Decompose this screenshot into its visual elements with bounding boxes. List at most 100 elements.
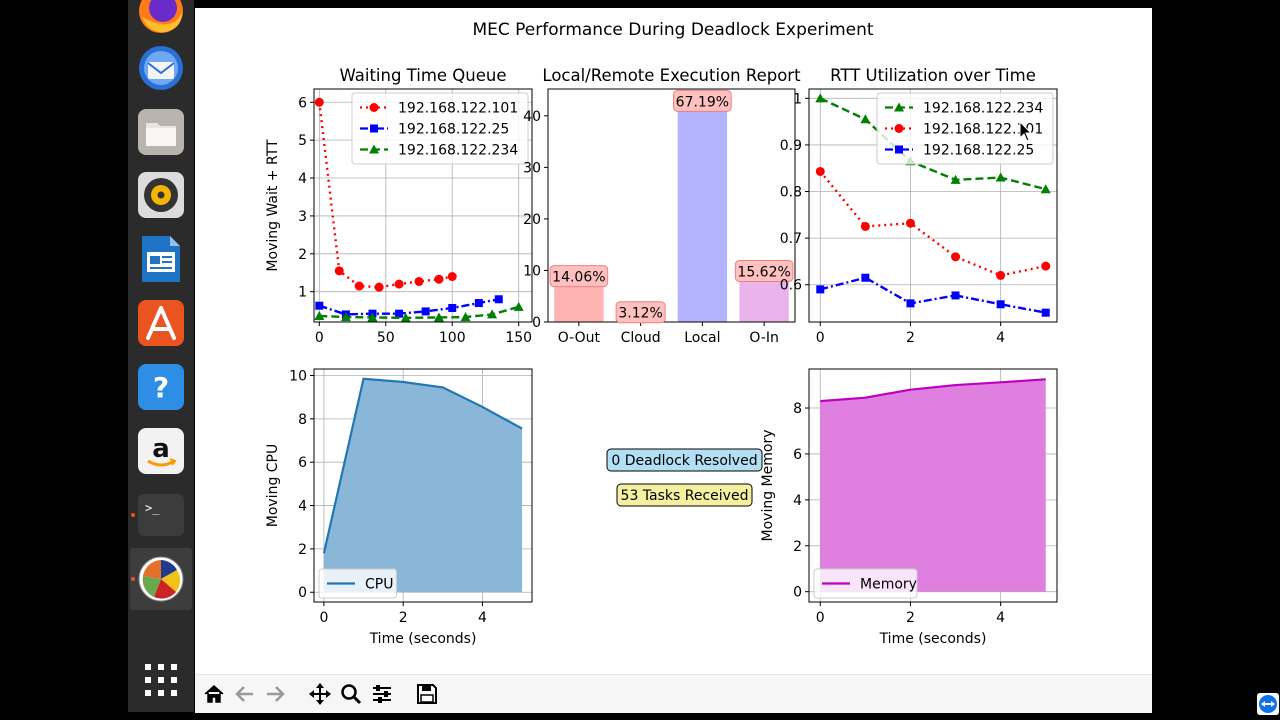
chart-1: 0 10 20 30 40 O-Out Cloud Local O-In Local/Remote… [523,66,801,346]
data-point [995,172,1006,182]
legend-marker [369,144,379,154]
axes-title: RTT Utilization over Time [830,66,1036,85]
svg-text:?: ? [153,371,169,404]
x-tick-label: 4 [996,330,1005,346]
y-tick-label: 6 [298,95,307,111]
x-tick-label: 150 [505,330,532,346]
legend-label: Memory [860,577,917,593]
save-icon[interactable] [415,682,439,706]
y-axis-label: Moving CPU [265,444,281,528]
data-point [433,312,444,322]
axes-title: Waiting Time Queue [339,66,506,85]
y-tick-label: 6 [298,455,307,471]
bar-label-box [615,301,666,324]
y-tick-label: 2 [793,539,802,555]
data-point [950,174,961,184]
terminal-running-indicator [131,513,135,517]
pan-icon[interactable] [308,682,332,706]
thunderbird-icon[interactable] [136,43,186,93]
axes-title: Local/Remote Execution Report [542,66,801,85]
x-tick-label: 4 [996,610,1005,626]
x-tick-label: 100 [439,330,466,346]
legend: 192.168.122.234 192.168.122.101 192.168.12… [876,92,1054,165]
zoom-icon[interactable] [339,682,363,706]
data-point [367,312,378,322]
y-tick-label: 2 [298,542,307,558]
legend-marker [369,103,379,112]
deadlock-badge: 0 Deadlock Resolved [606,448,763,472]
libreoffice-impress-icon[interactable] [136,234,186,284]
y-tick-label: 8 [793,401,802,417]
y-tick-label: 3 [298,209,307,225]
legend-frame [813,568,918,599]
figure-window: MEC Performance During Deadlock Experime… [195,8,1152,713]
x-tick-label: 0 [816,610,825,626]
bar-label-box [673,89,732,112]
back-arrow-icon[interactable] [233,682,257,706]
y-tick-label: 0.8 [780,185,802,201]
x-axis-label: Time (seconds) [879,631,987,647]
bar-label-box [734,259,794,282]
amazon-icon[interactable]: a [136,426,186,476]
y-tick-label: 0 [532,315,541,331]
software-center-icon[interactable] [136,298,186,348]
legend-label: 192.168.122.234 [923,101,1043,117]
data-point [374,282,384,292]
y-tick-label: 10 [523,263,541,279]
data-point [474,299,483,308]
figure-toolbar [195,674,1152,713]
axes-frame [313,88,533,323]
x-tick-label: 50 [377,330,395,346]
data-point [448,303,457,312]
y-tick-label: 40 [523,109,541,125]
series-line [819,170,1046,277]
legend-frame [876,92,1054,165]
help-icon[interactable]: ? [136,362,186,412]
x-tick-label: 0 [319,610,328,626]
series-line [819,276,1046,314]
x-tick-label: 2 [906,610,915,626]
legend: 192.168.122.101 192.168.122.25 192.168.122… [351,92,529,165]
y-tick-label: 1 [298,285,307,301]
terminal-icon[interactable]: >_ [136,490,186,540]
axes-frame [808,368,1058,603]
configure-subplots-icon[interactable] [370,682,394,706]
y-tick-label: 4 [298,171,307,187]
home-icon[interactable] [202,682,226,706]
x-tick-label: 0 [315,330,324,346]
data-point [905,218,915,228]
legend: Memory [813,568,918,599]
x-tick-label: 2 [399,610,408,626]
files-icon[interactable] [136,107,186,157]
data-point [815,166,825,176]
y-tick-label: 0.9 [780,138,802,154]
deadlock-label: 0 Deadlock Resolved [611,453,757,469]
series-line [820,378,1046,403]
area-fill [323,378,523,593]
data-point [421,307,430,316]
y-tick-label: 8 [298,412,307,428]
rhythmbox-icon[interactable] [136,170,186,220]
y-tick-label: 30 [523,160,541,176]
legend-marker [894,102,904,112]
data-point [815,93,826,103]
tasks-badge: 53 Tasks Received [616,483,753,507]
data-point [513,301,524,311]
chart-4: 0 2 4 6 8 0 2 4 Time (seconds) Moving Memory Memor… [760,368,1058,647]
data-point [1041,261,1051,271]
python-figure-icon[interactable] [136,554,186,604]
bar-data-label: 3.12% [615,301,666,324]
teamviewer-icon[interactable] [1256,692,1280,716]
data-point [460,312,471,322]
bar-data-label: 14.06% [549,265,609,288]
show-apps-icon[interactable] [136,655,186,705]
data-point [447,272,457,282]
data-point [860,221,870,231]
firefox-icon[interactable] [136,0,186,36]
data-point [334,266,344,276]
legend-marker [895,145,903,154]
y-tick-label: 0 [793,585,802,601]
forward-arrow-icon[interactable] [263,682,287,706]
bar [677,100,728,323]
figure-title: MEC Performance During Deadlock Experime… [472,20,873,40]
